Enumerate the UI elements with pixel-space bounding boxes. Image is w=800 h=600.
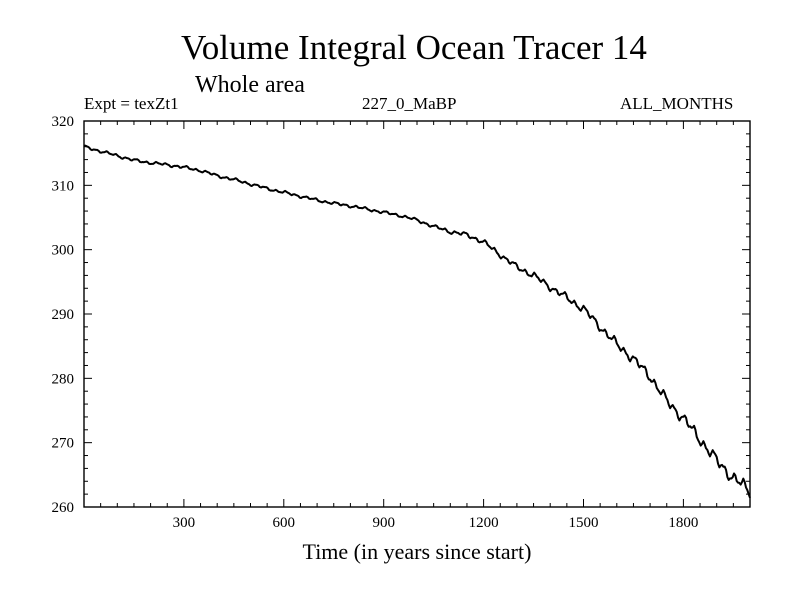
y-tick-label: 260 [52,500,75,516]
x-tick-label: 1500 [569,515,599,531]
chart-subtitle: Whole area [195,72,305,98]
y-tick-label: 300 [52,243,75,259]
y-tick-label: 280 [52,371,75,387]
x-tick-label: 300 [173,515,196,531]
run-label: 227_0_MaBP [362,94,457,113]
y-tick-label: 320 [52,114,75,130]
x-axis-label: Time (in years since start) [302,539,532,564]
experiment-label: Expt = texZt1 [84,94,179,113]
x-tick-label: 900 [372,515,395,531]
x-tick-label: 600 [273,515,296,531]
x-tick-label: 1200 [469,515,499,531]
y-tick-label: 270 [52,436,75,452]
chart-title: Volume Integral Ocean Tracer 14 [181,28,647,67]
y-tick-label: 310 [52,178,75,194]
plot-frame [83,120,751,508]
y-tick-label: 290 [52,307,75,323]
series-line-0 [83,144,751,499]
months-label: ALL_MONTHS [620,94,734,113]
x-tick-label: 1800 [668,515,698,531]
